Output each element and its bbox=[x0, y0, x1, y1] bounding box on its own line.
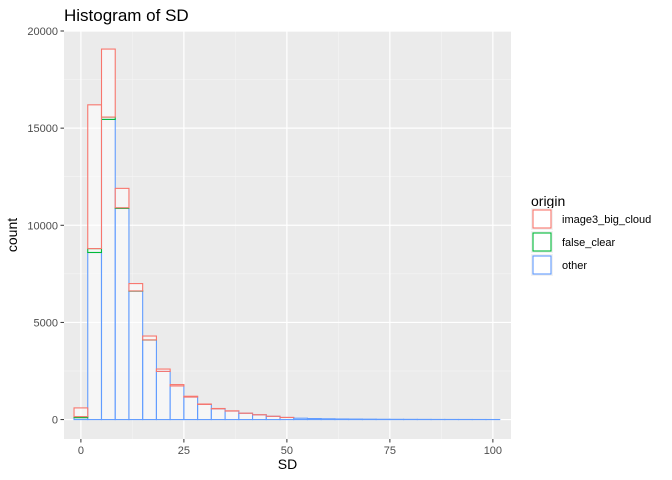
y-tick-label: 15000 bbox=[27, 123, 58, 135]
bar-image3-big-cloud bbox=[169, 384, 185, 387]
x-tick-label: 100 bbox=[484, 445, 502, 457]
bar-image3-big-cloud bbox=[142, 335, 157, 341]
bar-other bbox=[100, 118, 116, 421]
bar-other bbox=[183, 396, 199, 421]
bar-other bbox=[114, 207, 130, 421]
legend-label: image3_big_cloud bbox=[562, 214, 651, 226]
minor-gridlines bbox=[64, 31, 511, 439]
bar-other bbox=[251, 414, 267, 421]
legend-key-other bbox=[532, 255, 552, 275]
legend-title: origin bbox=[531, 193, 565, 209]
bar-other bbox=[169, 385, 185, 421]
legend-label: false_clear bbox=[562, 237, 616, 249]
y-axis-title: count bbox=[4, 218, 20, 252]
bar-image3-big-cloud bbox=[114, 187, 130, 209]
bar-image3-big-cloud bbox=[128, 283, 144, 292]
bar-other bbox=[87, 251, 103, 421]
y-axis: 0 5000 10000 15000 20000 bbox=[27, 26, 64, 427]
x-tick-label: 25 bbox=[178, 445, 190, 457]
legend-key-false-clear bbox=[532, 232, 552, 252]
x-axis-title: SD bbox=[278, 456, 297, 472]
bar-image3-big-cloud bbox=[100, 48, 116, 118]
legend-label: other bbox=[562, 260, 587, 272]
bar-image3-big-cloud bbox=[73, 407, 89, 418]
bar-other bbox=[155, 370, 171, 421]
bar-other bbox=[128, 290, 144, 421]
bar-other bbox=[142, 339, 157, 421]
bar-false-clear bbox=[87, 248, 103, 254]
legend-key-image3-big-cloud bbox=[532, 209, 552, 229]
chart-title: Histogram of SD bbox=[64, 6, 189, 25]
x-tick-label: 50 bbox=[281, 445, 293, 457]
x-tick-label: 0 bbox=[78, 445, 84, 457]
bar-image3-big-cloud bbox=[183, 395, 199, 398]
bar-other bbox=[197, 403, 212, 421]
x-axis: 0 25 50 75 100 bbox=[78, 439, 502, 457]
y-tick-label: 5000 bbox=[34, 317, 58, 329]
bar-image3-big-cloud bbox=[87, 104, 103, 250]
y-tick-label: 10000 bbox=[27, 220, 58, 232]
bar-other bbox=[293, 417, 309, 421]
bar-other bbox=[238, 412, 254, 421]
bar-other bbox=[306, 418, 322, 421]
bar-other bbox=[224, 410, 240, 421]
y-tick-label: 0 bbox=[52, 415, 58, 427]
bar-image3-big-cloud bbox=[155, 368, 171, 372]
bar-other bbox=[320, 418, 336, 421]
histogram-bars bbox=[73, 48, 501, 421]
bar-other bbox=[210, 408, 226, 421]
y-tick-label: 20000 bbox=[27, 26, 58, 38]
x-tick-label: 75 bbox=[384, 445, 396, 457]
bar-other bbox=[334, 418, 350, 421]
